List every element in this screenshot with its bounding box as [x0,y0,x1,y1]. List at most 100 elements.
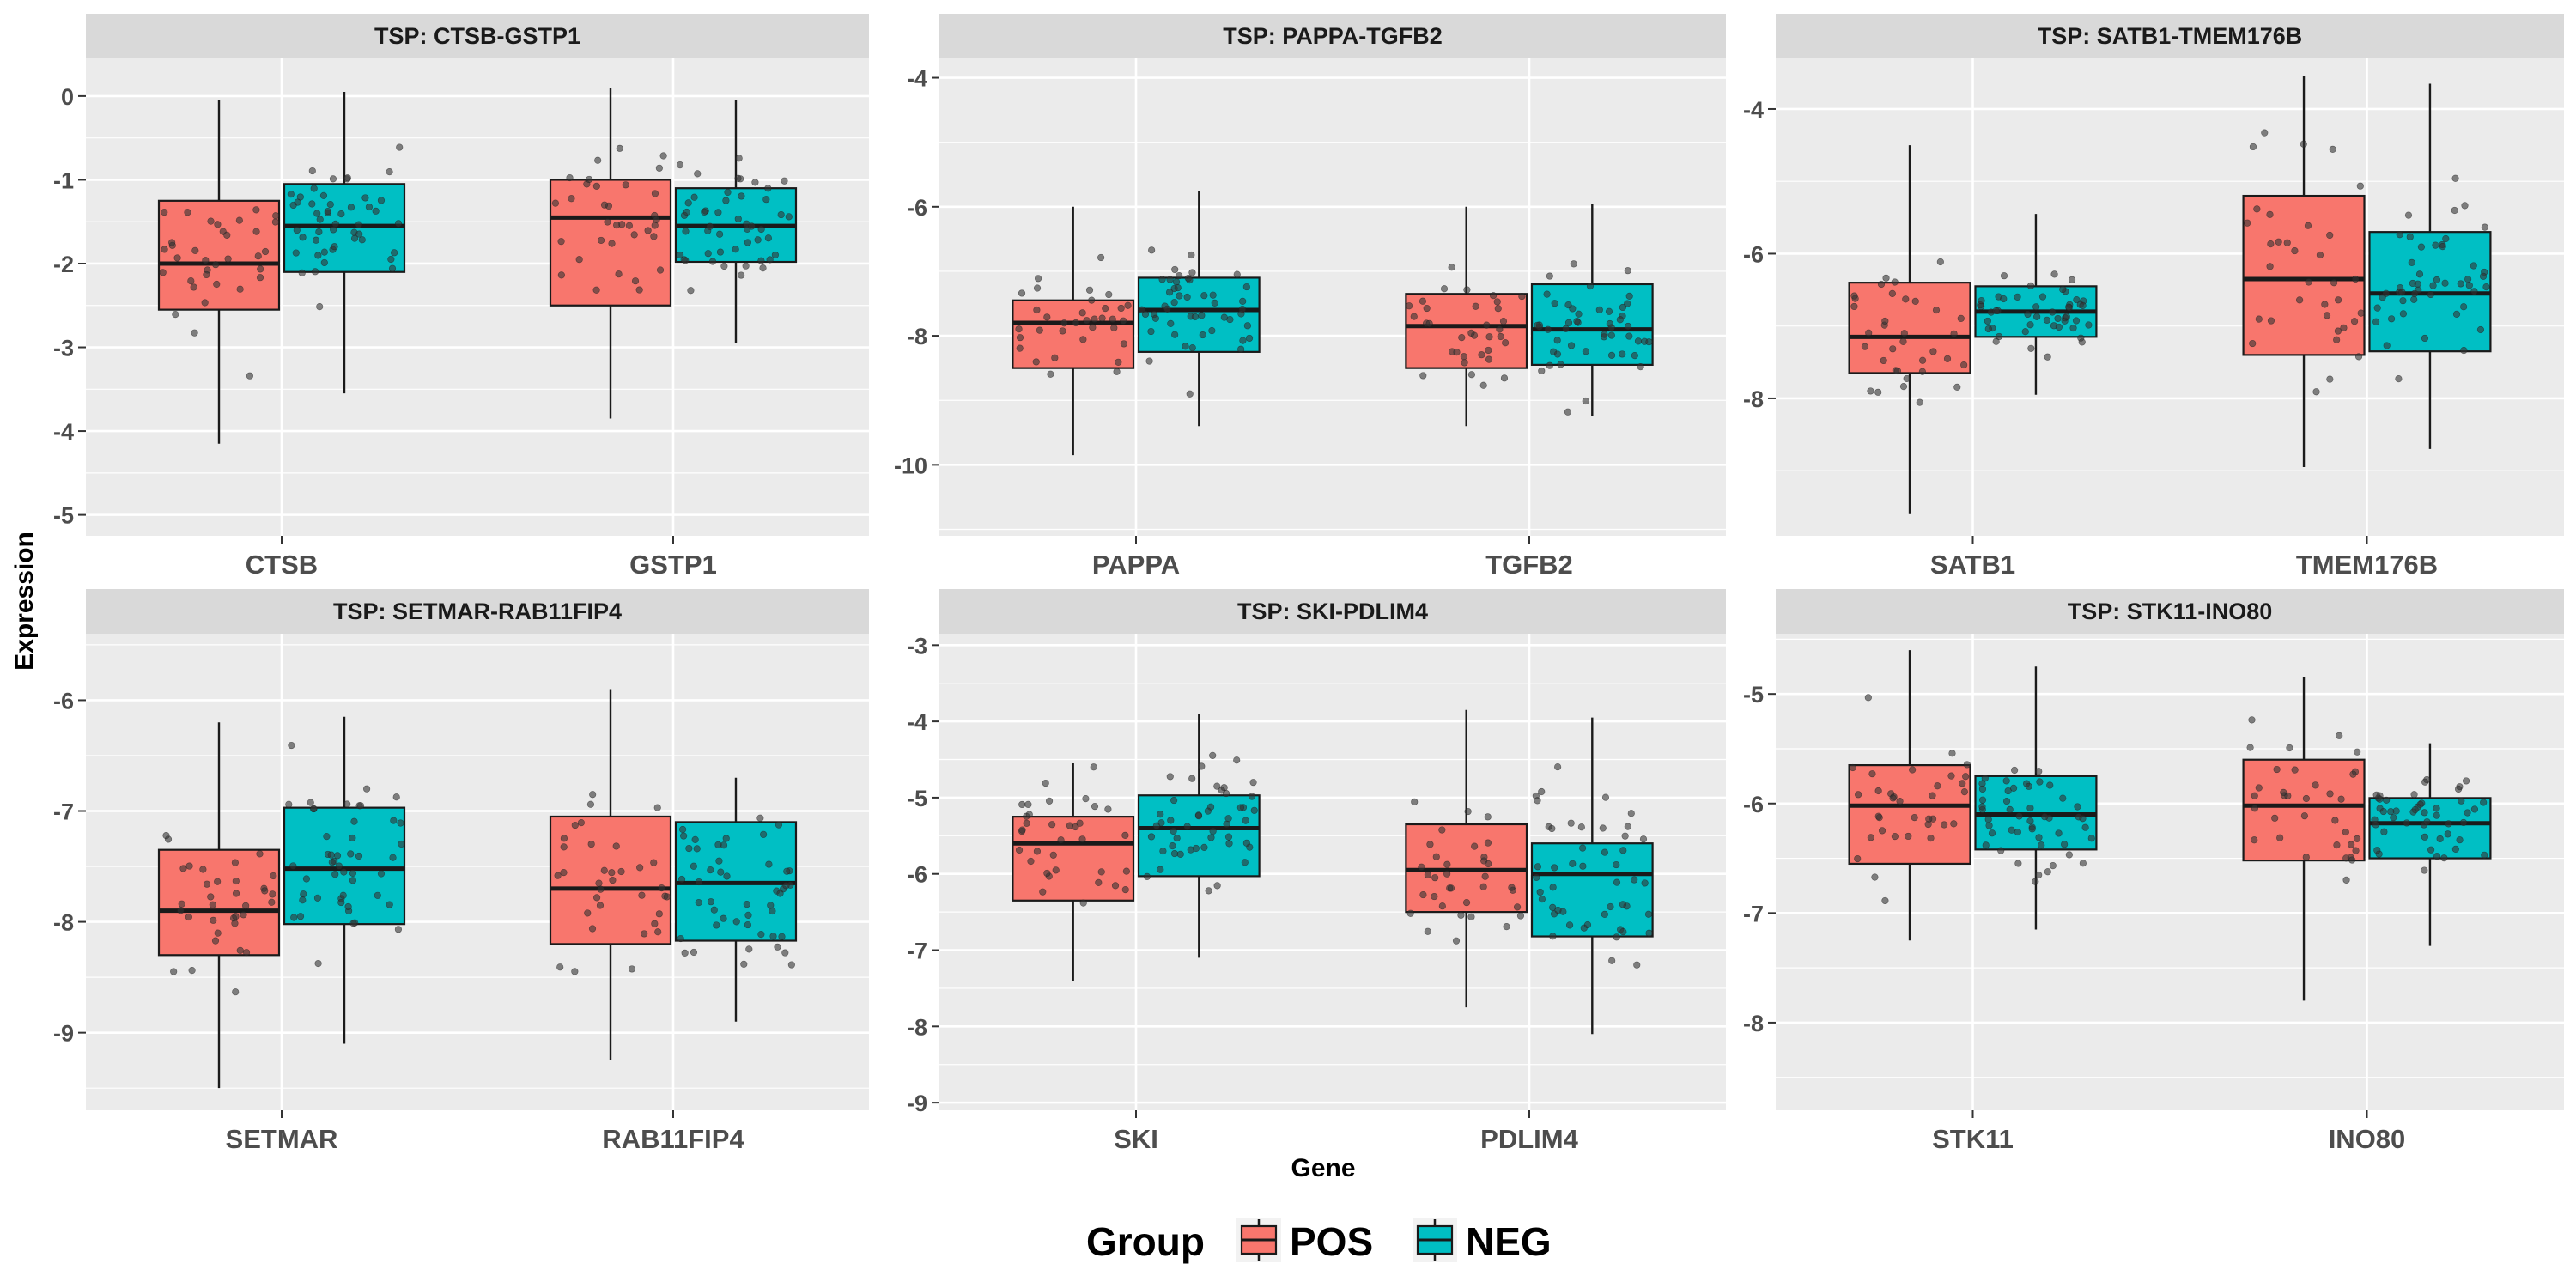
jitter-point [1889,794,1897,802]
jitter-point [651,190,659,197]
jitter-point [1091,315,1098,323]
jitter-point [1186,390,1194,398]
jitter-point [1198,762,1206,770]
jitter-point [2444,830,2451,838]
jitter-point [566,173,574,182]
jitter-point [568,195,575,203]
jitter-point [293,226,301,234]
jitter-point [720,914,727,922]
jitter-point [1582,397,1589,405]
y-tick-label: -4 [907,66,927,92]
jitter-point [551,199,560,207]
jitter-point [1187,313,1194,320]
jitter-point [201,299,209,307]
jitter-point [391,249,398,257]
jitter-point [1186,276,1194,284]
jitter-point [1443,870,1451,878]
jitter-point [1043,869,1051,878]
jitter-point [2458,797,2465,805]
jitter-point [1424,871,1432,878]
box-body [1012,299,1135,369]
jitter-point [1633,961,1641,969]
jitter-point [2015,812,2023,820]
jitter-point [1018,800,1026,809]
jitter-point [2429,282,2437,289]
jitter-point [1151,314,1159,322]
jitter-point [1209,291,1217,299]
jitter-point [1988,829,1996,837]
x-tick-label: GSTP1 [629,550,717,580]
jitter-point [1462,899,1471,907]
jitter-point [1237,310,1245,318]
jitter-point [2255,784,2263,792]
jitter-point [684,199,692,207]
jitter-point [724,188,732,197]
jitter-point [374,891,381,899]
jitter-point [2440,854,2448,862]
jitter-point [1060,319,1068,327]
jitter-point [252,228,260,235]
box-body [2242,194,2366,356]
jitter-point [1562,325,1570,332]
jitter-point [1091,803,1099,811]
jitter-point [2043,316,2051,324]
jitter-point [765,860,773,868]
jitter-point [1624,300,1631,307]
jitter-point [766,256,774,264]
jitter-point [316,216,324,223]
jitter-point [387,255,395,264]
jitter-point [2408,258,2415,266]
jitter-point [1236,804,1244,811]
jitter-point [1097,253,1105,262]
jitter-point [1481,872,1489,880]
jitter-point [210,916,217,924]
box-body [283,806,406,926]
jitter-point [1145,357,1153,365]
jitter-point [677,251,684,259]
jitter-point [676,161,684,169]
jitter-point [706,222,714,230]
jitter-point [308,167,316,175]
jitter-point [2452,310,2461,319]
jitter-point [1644,910,1653,918]
jitter-point [2333,336,2341,343]
jitter-point [2044,868,2051,876]
jitter-point [2383,796,2391,804]
jitter-point [184,209,191,216]
jitter-point [1575,310,1583,318]
jitter-point [2433,811,2440,819]
jitter-point [1613,878,1621,886]
jitter-point [2251,805,2259,812]
jitter-point [377,870,386,878]
jitter-point [1943,355,1952,362]
jitter-point [2248,716,2256,724]
jitter-point [161,209,168,216]
jitter-point [1250,806,1258,814]
jitter-point [2079,815,2087,823]
jitter-point [2302,854,2310,861]
jitter-point [1950,820,1958,828]
jitter-point [695,899,702,907]
jitter-point [1534,797,1541,805]
jitter-point [1948,750,1956,757]
jitter-point [1448,264,1455,271]
jitter-point [622,181,629,189]
jitter-point [1565,921,1574,929]
box-neg [1974,214,2098,395]
jitter-point [1198,312,1206,319]
jitter-point [2049,308,2057,316]
jitter-point [2410,791,2418,799]
jitter-point [609,876,617,884]
jitter-point [1182,343,1189,350]
jitter-point [2291,766,2299,774]
jitter-point [213,280,221,289]
jitter-point [1639,835,1648,843]
jitter-point [1016,334,1024,342]
jitter-point [2049,861,2057,870]
jitter-point [1918,356,1927,364]
jitter-point [695,878,703,886]
jitter-point [625,222,633,229]
jitter-point [650,859,658,866]
jitter-point [2480,799,2488,806]
